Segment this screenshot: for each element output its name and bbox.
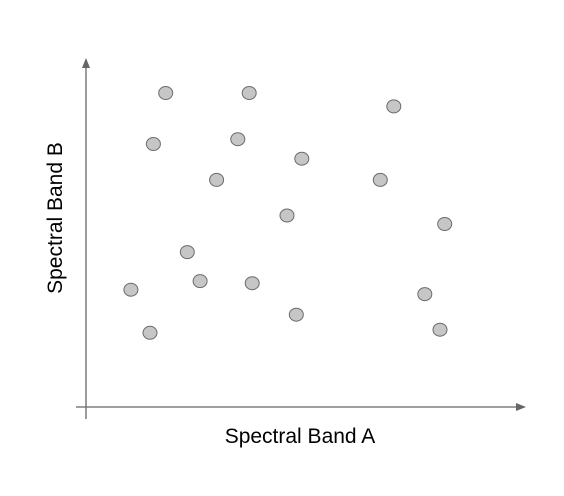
data-point-4 <box>145 137 161 151</box>
data-point-13 <box>244 276 260 291</box>
x-axis-label: Spectral Band A <box>225 425 376 448</box>
data-point-2 <box>241 86 257 100</box>
data-point-1 <box>158 86 174 100</box>
y-axis-label: Spectral Band B <box>44 142 67 294</box>
data-point-16 <box>288 307 304 322</box>
data-point-11 <box>179 245 195 260</box>
data-point-10 <box>437 217 453 231</box>
data-point-17 <box>142 325 158 340</box>
data-point-8 <box>372 172 388 187</box>
data-point-15 <box>417 287 433 302</box>
data-point-7 <box>209 172 225 187</box>
data-point-18 <box>432 322 448 337</box>
data-point-6 <box>294 151 310 166</box>
data-point-9 <box>279 208 295 223</box>
data-point-14 <box>123 282 139 297</box>
scatter-points <box>123 86 453 340</box>
data-point-12 <box>192 274 208 289</box>
data-point-3 <box>386 99 402 114</box>
data-point-5 <box>230 132 246 147</box>
